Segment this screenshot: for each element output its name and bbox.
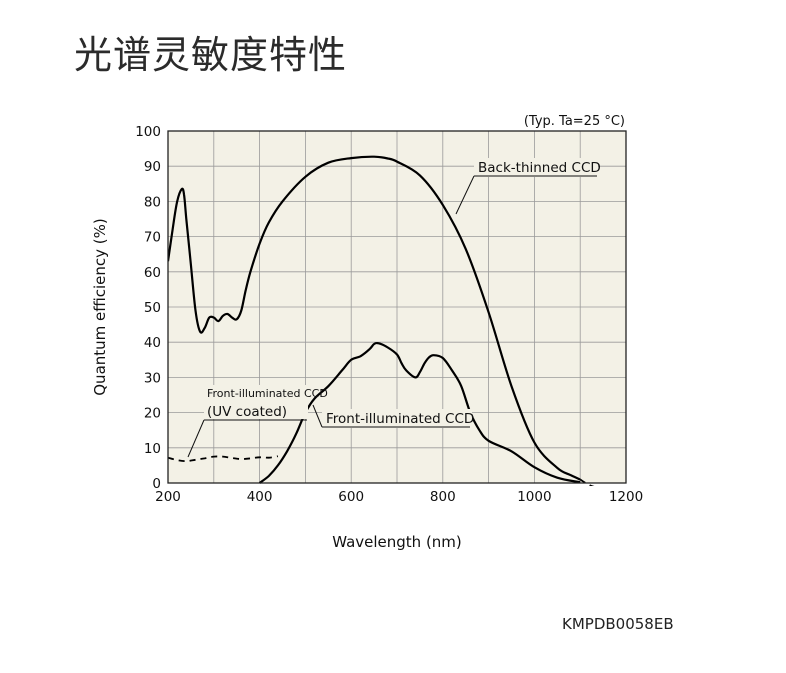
y-tick-label: 50 [144, 300, 161, 316]
y-axis-label: Quantum efficiency (%) [91, 218, 109, 396]
document-code: KMPDB0058EB [562, 615, 674, 633]
annotation-backdrop [204, 385, 308, 419]
y-tick-label: 60 [144, 265, 161, 281]
annotation-uv-coated: (UV coated) [207, 404, 287, 420]
x-axis-label: Wavelength (nm) [332, 533, 462, 551]
plot-frame [167, 130, 627, 484]
annotation-front-illuminated: Front-illuminated CCD [326, 411, 474, 427]
page-title: 光谱灵敏度特性 [74, 33, 348, 77]
x-tick-label: 200 [155, 489, 181, 505]
x-tick-label: 1200 [609, 489, 643, 505]
x-tick-label: 600 [338, 489, 364, 505]
annotation-leader-back-thinned [455, 175, 475, 215]
annotation-leader-uv [187, 419, 205, 458]
y-tick-label: 10 [144, 441, 161, 457]
y-tick-label: 40 [144, 335, 161, 351]
annotation-leader-front-illuminated [312, 404, 323, 428]
annotation-back-thinned: Back-thinned CCD [478, 160, 601, 176]
y-tick-label: 0 [152, 476, 161, 492]
x-tick-label: 800 [430, 489, 456, 505]
y-tick-label: 100 [135, 124, 161, 140]
annotation-backdrop [322, 409, 472, 428]
x-tick-label: 1000 [517, 489, 551, 505]
annotation-backdrop [474, 158, 598, 177]
series-line-front-illuminated-ccd-uv-coated-dashed [168, 455, 279, 463]
x-tick-label: 400 [247, 489, 273, 505]
annotation-front-illuminated-uv: Front-illuminated CCD [207, 387, 328, 400]
y-tick-label: 80 [144, 194, 161, 210]
condition-note: (Typ. Ta=25 °C) [524, 114, 625, 129]
y-tick-label: 20 [144, 406, 161, 422]
x-tick-labels: 200 400 600 800 1000 1200 [155, 489, 643, 505]
annotations [187, 158, 598, 458]
series-line-back-thinned-ccd [168, 155, 581, 481]
y-tick-label: 30 [144, 370, 161, 386]
y-tick-labels: 0 10 20 30 40 50 60 70 80 90 100 [135, 124, 161, 492]
y-tick-label: 70 [144, 230, 161, 246]
y-tick-label: 90 [144, 159, 161, 175]
